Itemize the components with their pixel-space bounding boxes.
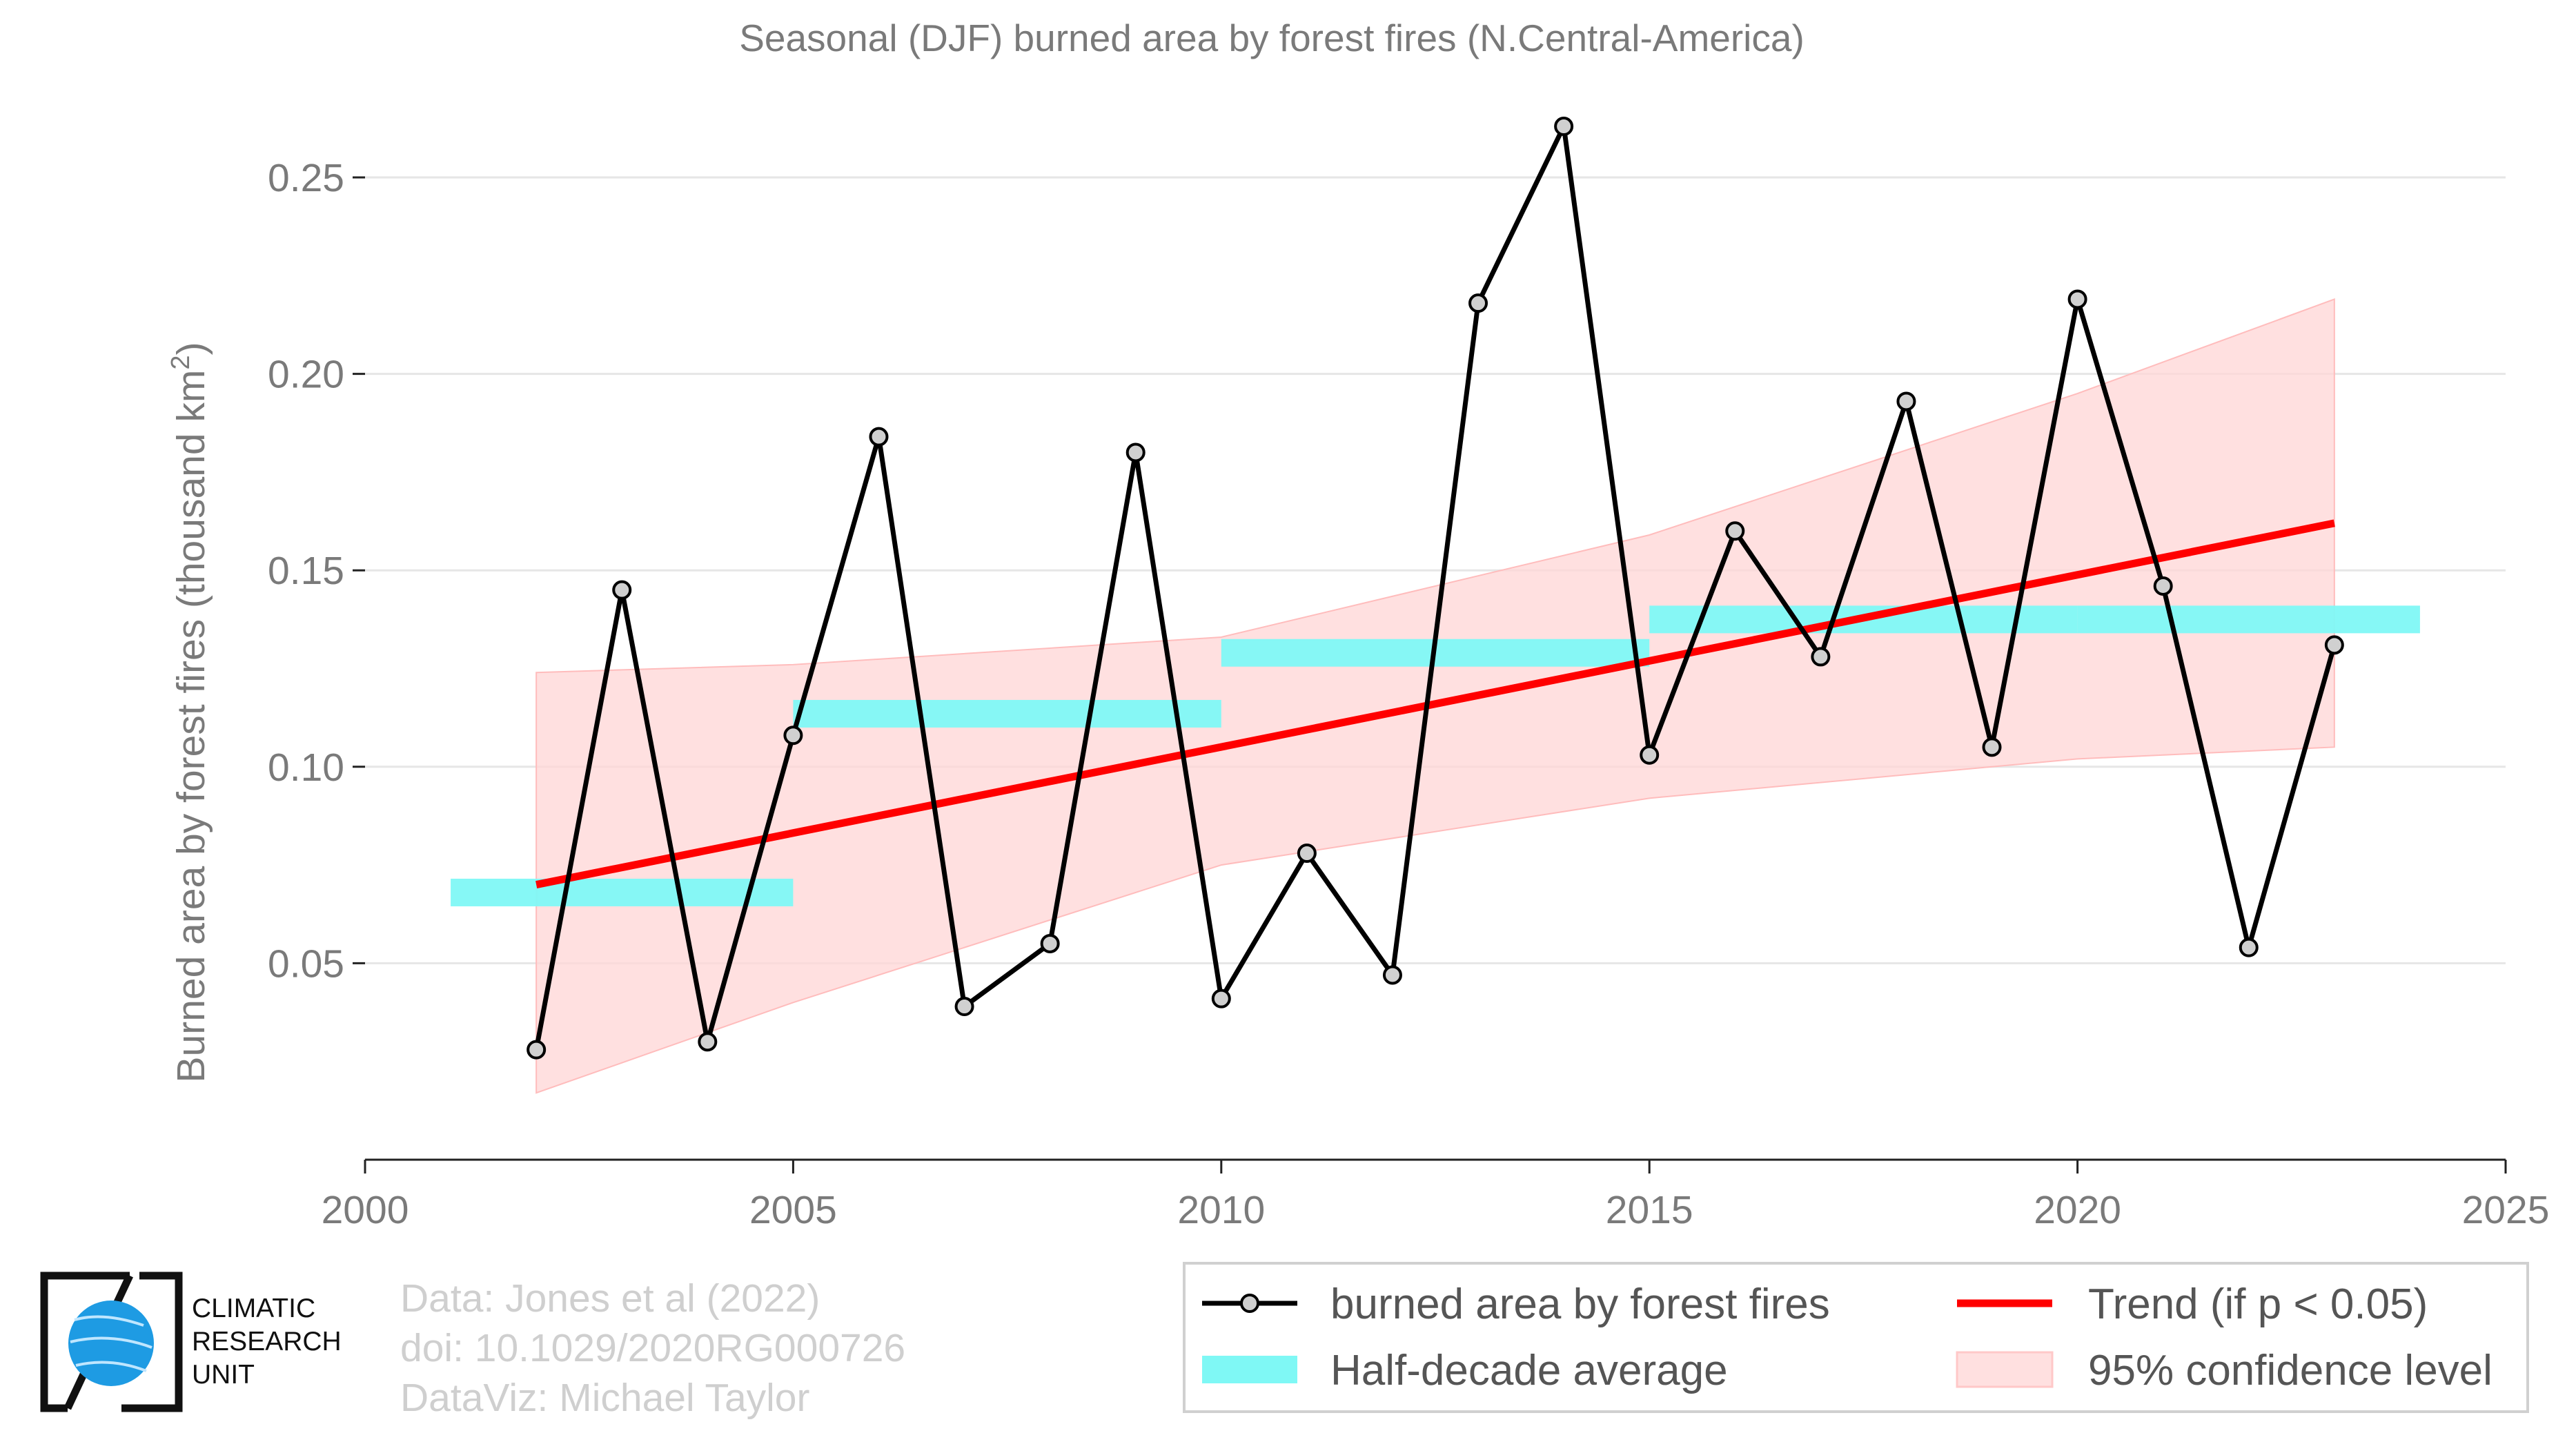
y-axis-label-superscript: 2 — [166, 355, 195, 369]
data-point — [2239, 937, 2259, 957]
trend-line-layer — [535, 519, 2335, 888]
data-point — [954, 997, 974, 1017]
data-point — [1211, 989, 1231, 1009]
legend-label-average: Half-decade average — [1330, 1347, 1728, 1394]
data-point — [1297, 844, 1317, 864]
y-axis-ticks: 0.05 0.10 0.15 0.20 0.25 — [268, 156, 365, 986]
x-tick-label: 2000 — [322, 1188, 409, 1232]
confidence-band — [535, 298, 2335, 1094]
x-tick-label: 2025 — [2462, 1188, 2550, 1232]
data-point — [2324, 635, 2344, 655]
y-axis-label-close: ) — [169, 342, 213, 356]
data-point — [783, 726, 803, 746]
data-point — [869, 427, 889, 447]
data-point — [1982, 737, 2002, 757]
legend-label-trend: Trend (if p < 0.05) — [2088, 1280, 2428, 1328]
y-axis-label-main: Burned area by forest fires (thousand km — [169, 370, 213, 1083]
legend: burned area by forest fires Half-decade … — [1183, 1262, 2529, 1413]
data-point — [1725, 521, 1745, 541]
y-tick-label: 0.25 — [268, 156, 344, 200]
y-tick-label: 0.20 — [268, 353, 344, 397]
data-point — [1125, 442, 1146, 462]
data-point — [2153, 576, 2173, 596]
logo-line-1: CLIMATIC — [192, 1294, 315, 1323]
data-point — [1811, 647, 1831, 667]
data-point — [1896, 391, 1916, 411]
logo-bracket-left — [40, 1272, 130, 1412]
series-line — [533, 124, 2337, 1051]
confidence-band-layer — [535, 298, 2335, 1094]
data-point — [1468, 293, 1488, 313]
data-point — [1554, 117, 1574, 137]
logo-bracket-right — [121, 1272, 183, 1412]
globe-contour-2 — [70, 1336, 153, 1349]
data-point — [1040, 933, 1060, 953]
data-point — [1382, 965, 1402, 985]
legend-swatch-confidence — [1956, 1351, 2054, 1388]
legend-label-series: burned area by forest fires — [1330, 1280, 1830, 1328]
chart-title: Seasonal (DJF) burned area by forest fir… — [739, 17, 1805, 59]
legend-label-confidence: 95% confidence level — [2088, 1347, 2493, 1394]
half-decade-bar — [451, 878, 794, 906]
data-point — [612, 580, 632, 600]
logo-line-3: UNIT — [192, 1360, 255, 1390]
y-tick-label: 0.15 — [268, 549, 344, 593]
data-point — [527, 1040, 547, 1060]
logo-line-2: RESEARCH — [192, 1327, 342, 1356]
legend-swatch-series-marker — [1240, 1294, 1259, 1313]
credit-dataviz: DataViz: Michael Taylor — [400, 1376, 810, 1420]
globe-contour-3 — [75, 1361, 147, 1372]
trend-line — [535, 519, 2335, 888]
data-point — [1640, 745, 1660, 765]
x-tick-label: 2015 — [1606, 1188, 1693, 1232]
data-point — [698, 1032, 718, 1052]
y-axis-label: Burned area by forest fires (thousand km… — [166, 342, 213, 1083]
credit-data-source: Data: Jones et al (2022) — [400, 1276, 820, 1321]
half-decade-bar — [2077, 605, 2420, 634]
credit-doi: doi: 10.1029/2020RG000726 — [400, 1326, 905, 1370]
legend-box — [1183, 1262, 2529, 1413]
globe-contour-1 — [74, 1315, 144, 1327]
x-tick-label: 2005 — [749, 1188, 837, 1232]
cru-logo: CLIMATIC RESEARCH UNIT — [40, 1272, 342, 1412]
data-point — [2067, 289, 2087, 309]
burned-area-series-layer — [527, 117, 2344, 1060]
half-decade-bar — [793, 699, 1221, 728]
x-axis-ticks: 2000 2005 2010 2015 2020 2025 — [322, 1160, 2550, 1232]
y-tick-label: 0.10 — [268, 746, 344, 790]
y-tick-label: 0.05 — [268, 942, 344, 986]
legend-swatch-average — [1202, 1356, 1297, 1383]
x-tick-label: 2020 — [2034, 1188, 2121, 1232]
x-tick-label: 2010 — [1177, 1188, 1265, 1232]
